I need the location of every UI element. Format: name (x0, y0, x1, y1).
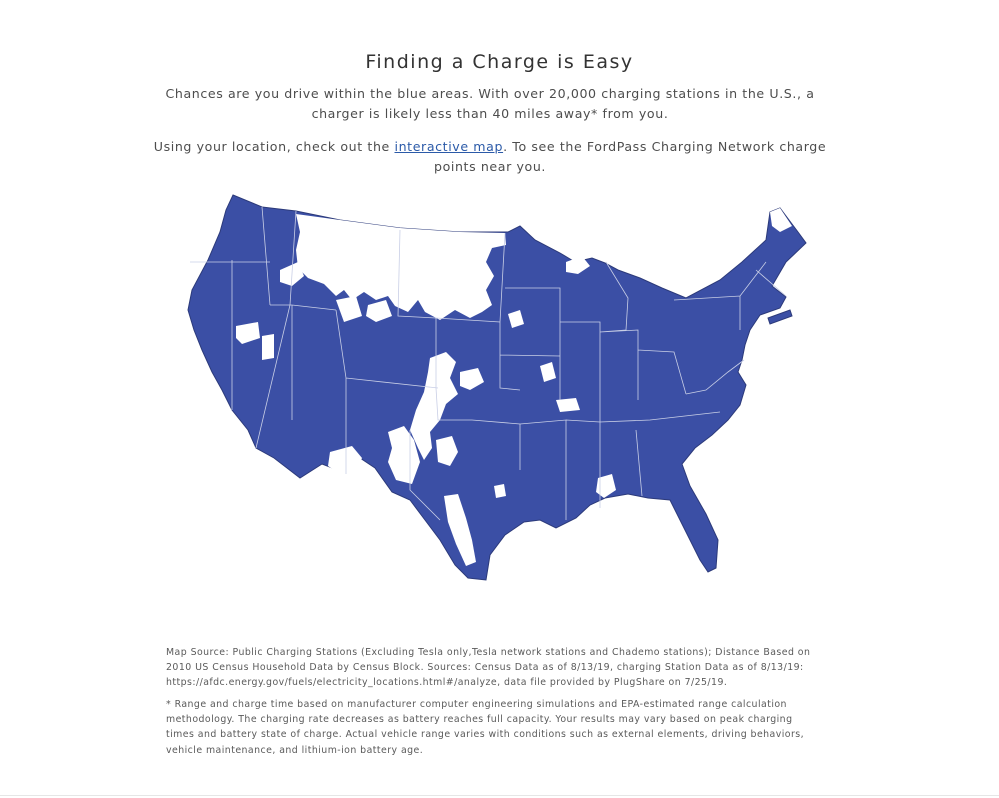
gap-alabama (596, 474, 616, 498)
state-borders-lines (190, 206, 787, 521)
no-coverage-gaps (236, 208, 792, 566)
gap-texas-panhandle (388, 426, 420, 484)
us-mainland-shape (187, 194, 807, 581)
gap-northern-maine (770, 208, 792, 232)
gap-northern-plains (296, 214, 506, 320)
instructions-text-after: . To see the FordPass Charging Network c… (433, 139, 827, 174)
state-borders (190, 206, 787, 521)
map-source-footnote: Map Source: Public Charging Stations (Ex… (166, 647, 811, 689)
intro-paragraph: Chances are you drive within the blue ar… (165, 86, 815, 121)
map-instructions: Using your location, check out the inter… (150, 137, 830, 177)
gap-kansas (460, 368, 484, 390)
instructions-text-before: Using your location, check out the (153, 139, 395, 154)
gap-idaho-east (336, 296, 362, 322)
gap-nevada-central (262, 334, 274, 360)
gap-missouri (556, 398, 580, 412)
gap-upper-midwest (566, 256, 590, 274)
us-charging-coverage-map (187, 194, 807, 581)
gap-new-mexico (328, 446, 362, 474)
coverage-area (187, 194, 807, 581)
gap-west-texas (436, 436, 458, 466)
gap-ozarks (540, 362, 556, 382)
gap-texas-central (494, 484, 506, 498)
bottom-divider (0, 795, 999, 796)
interactive-map-link[interactable]: interactive map (394, 139, 504, 154)
page-title: Finding a Charge is Easy (365, 51, 634, 73)
range-disclaimer-footnote: * Range and charge time based on manufac… (166, 699, 805, 756)
gap-south-texas (444, 494, 476, 566)
gap-wyoming (366, 300, 392, 322)
gap-nevada-north (236, 322, 260, 344)
long-island-shape (767, 309, 793, 325)
gap-central-plains (410, 352, 458, 460)
gap-minnesota (508, 310, 524, 328)
